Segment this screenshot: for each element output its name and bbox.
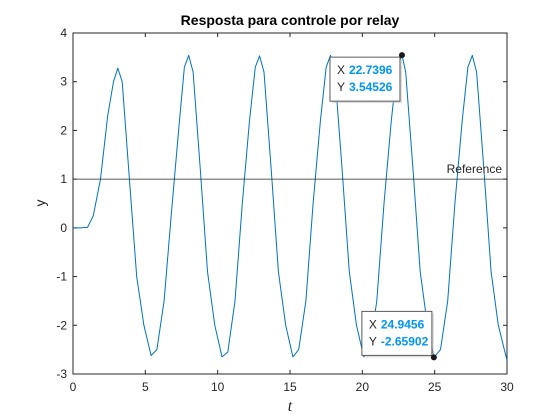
- datatip-y-key: Y: [369, 334, 377, 348]
- chart-title: Resposta para controle por relay: [181, 12, 400, 28]
- plot-frame: [72, 32, 508, 375]
- y-tick-label: -1: [56, 270, 67, 284]
- x-tick-label: 0: [70, 380, 77, 394]
- datatip-y-value: 3.54526: [349, 80, 393, 94]
- reference-layer: Reference: [73, 162, 507, 180]
- datatip-x-value: 22.7396: [349, 63, 393, 77]
- datatips-layer: X 22.7396 Y 3.54526 X 24.9456 Y -2.65902: [329, 52, 437, 361]
- datatip-box: [361, 310, 433, 356]
- plot-area: [72, 32, 508, 375]
- datatip-marker: [430, 354, 437, 361]
- y-tick-label: 0: [60, 221, 67, 235]
- y-tick-label: 4: [60, 26, 67, 40]
- axis-ticks: 0 5 10 15 20 25 30 -3 -2 -1 0 1 2 3 4: [56, 26, 514, 394]
- y-tick-label: 2: [60, 123, 67, 137]
- x-tick-label: 10: [211, 380, 225, 394]
- y-tick-label: 1: [60, 172, 67, 186]
- datatip-marker: [398, 52, 405, 59]
- x-axis-label: t: [288, 398, 293, 415]
- datatip-x-value: 24.9456: [381, 317, 425, 331]
- x-tick-label: 25: [428, 380, 442, 394]
- datatip-x-key: X: [337, 63, 345, 77]
- datatip-y-value: -2.65902: [381, 334, 429, 348]
- datatip-box: [329, 56, 401, 102]
- y-tick-label: 3: [60, 75, 67, 89]
- x-tick-label: 30: [500, 380, 514, 394]
- y-tick-label: -3: [56, 367, 67, 381]
- datatip-y-key: Y: [337, 80, 345, 94]
- x-tick-label: 15: [283, 380, 297, 394]
- y-tick-label: -2: [56, 318, 67, 332]
- datatip-x-key: X: [369, 317, 377, 331]
- reference-label: Reference: [447, 162, 503, 176]
- x-tick-label: 5: [142, 380, 149, 394]
- y-axis-label: y: [32, 200, 48, 207]
- x-tick-label: 20: [356, 380, 370, 394]
